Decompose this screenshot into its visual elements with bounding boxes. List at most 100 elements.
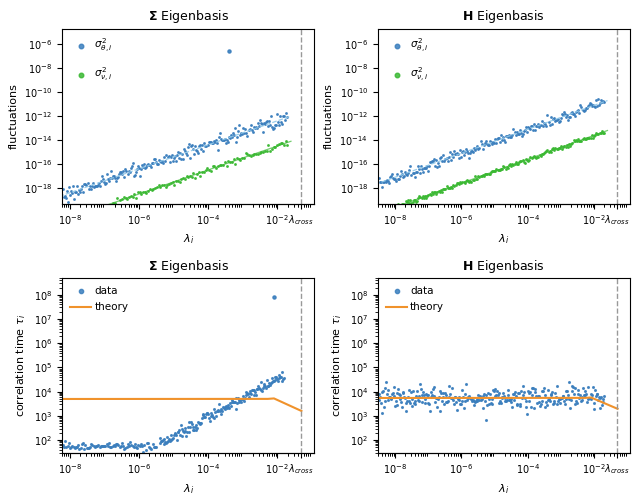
$\sigma^2_{\nu,i}$ — [169, 180, 179, 188]
$\sigma^2_{\nu,i}$ — [568, 136, 579, 144]
Point — [124, 443, 134, 451]
theory — [130, 396, 138, 402]
data — [504, 396, 514, 404]
data — [557, 392, 568, 400]
$\sigma^2_{\theta,i}$ — [410, 168, 420, 176]
$\sigma^2_{\theta,i}$ — [83, 179, 93, 187]
$\sigma^2_{\theta,i}$ — [125, 164, 136, 172]
data — [276, 377, 287, 385]
data — [166, 436, 176, 444]
data — [489, 387, 499, 395]
$\sigma^2_{\theta,i}$ — [599, 98, 609, 106]
$\sigma^2_{\nu,i}$ — [417, 194, 427, 202]
$\sigma^2_{\nu,i}$ — [386, 205, 396, 213]
$\sigma^2_{\theta,i}$ — [526, 122, 536, 130]
data — [246, 390, 256, 398]
data — [571, 397, 581, 405]
data — [175, 421, 186, 429]
$\sigma^2_{\theta,i}$ — [60, 193, 70, 201]
data — [429, 384, 439, 392]
$\sigma^2_{\nu,i}$ — [120, 194, 131, 202]
$\sigma^2_{\nu,i}$ — [467, 178, 477, 186]
$\sigma^2_{\nu,i}$ — [418, 192, 428, 200]
data — [252, 385, 262, 393]
data — [509, 390, 520, 398]
$\sigma^2_{\nu,i}$ — [539, 150, 549, 158]
$\sigma^2_{\theta,i}$ — [445, 156, 456, 164]
$\sigma^2_{\theta,i}$ — [511, 131, 521, 139]
$\sigma^2_{\theta,i}$ — [187, 141, 197, 149]
data — [203, 409, 213, 417]
Point — [95, 442, 106, 450]
$\sigma^2_{\theta,i}$ — [501, 133, 511, 141]
data — [575, 397, 586, 405]
data — [259, 383, 269, 391]
$\sigma^2_{\nu,i}$ — [218, 160, 228, 168]
$\sigma^2_{\theta,i}$ — [499, 136, 509, 144]
$\sigma^2_{\theta,i}$ — [71, 188, 81, 196]
data — [186, 418, 196, 426]
data — [439, 400, 449, 408]
data — [483, 389, 493, 397]
$\sigma^2_{\nu,i}$ — [61, 218, 72, 226]
data — [579, 391, 589, 399]
data — [516, 388, 526, 396]
data — [435, 387, 445, 395]
data — [210, 408, 220, 416]
$\sigma^2_{\nu,i}$ — [125, 192, 136, 200]
data — [385, 393, 395, 401]
data — [271, 373, 282, 382]
$\sigma^2_{\nu,i}$ — [150, 184, 160, 193]
data — [522, 403, 532, 411]
$\sigma^2_{\theta,i}$ — [392, 170, 402, 178]
data — [548, 399, 559, 407]
data — [237, 392, 248, 400]
$\sigma^2_{\theta,i}$ — [476, 137, 486, 145]
data — [415, 385, 426, 393]
$\sigma^2_{\nu,i}$ — [181, 172, 191, 180]
$\sigma^2_{\theta,i}$ — [461, 145, 471, 153]
$\sigma^2_{\nu,i}$ — [93, 206, 103, 214]
$\sigma^2_{\theta,i}$ — [556, 114, 566, 122]
$\sigma^2_{\theta,i}$ — [225, 134, 235, 142]
data — [476, 396, 486, 404]
data — [541, 399, 551, 407]
data — [554, 395, 564, 403]
data — [550, 390, 560, 398]
$\sigma^2_{\theta,i}$ — [153, 160, 163, 168]
Point — [98, 442, 108, 450]
$\sigma^2_{\nu,i}$ — [374, 208, 385, 216]
$\sigma^2_{\nu,i}$ — [500, 165, 511, 173]
data — [188, 425, 198, 433]
data — [376, 409, 387, 417]
$\sigma^2_{\theta,i}$ — [467, 147, 477, 155]
$\sigma^2_{\theta,i}$ — [459, 151, 469, 159]
$\sigma^2_{\nu,i}$ — [477, 171, 488, 179]
data — [468, 401, 479, 409]
data — [401, 407, 411, 415]
Point — [140, 446, 150, 454]
$\sigma^2_{\theta,i}$ — [425, 158, 435, 166]
data — [399, 393, 410, 401]
data — [481, 391, 492, 399]
X-axis label: $\lambda_i$: $\lambda_i$ — [182, 233, 194, 246]
$\sigma^2_{\theta,i}$ — [214, 134, 224, 142]
$\sigma^2_{\theta,i}$ — [266, 112, 276, 120]
$\sigma^2_{\nu,i}$ — [440, 184, 451, 193]
data — [241, 391, 251, 399]
data — [561, 387, 571, 395]
$\sigma^2_{\theta,i}$ — [129, 172, 139, 180]
data — [159, 439, 170, 448]
data — [502, 386, 513, 394]
$\sigma^2_{\theta,i}$ — [584, 101, 594, 109]
$\sigma^2_{\theta,i}$ — [432, 163, 442, 171]
theory — [205, 396, 213, 402]
theory — [465, 395, 473, 401]
Point — [133, 441, 143, 449]
$\sigma^2_{\nu,i}$ — [275, 139, 285, 147]
data — [193, 418, 203, 426]
data — [270, 373, 280, 381]
$\sigma^2_{\theta,i}$ — [493, 134, 503, 142]
$\sigma^2_{\nu,i}$ — [557, 145, 567, 153]
data — [469, 397, 479, 405]
